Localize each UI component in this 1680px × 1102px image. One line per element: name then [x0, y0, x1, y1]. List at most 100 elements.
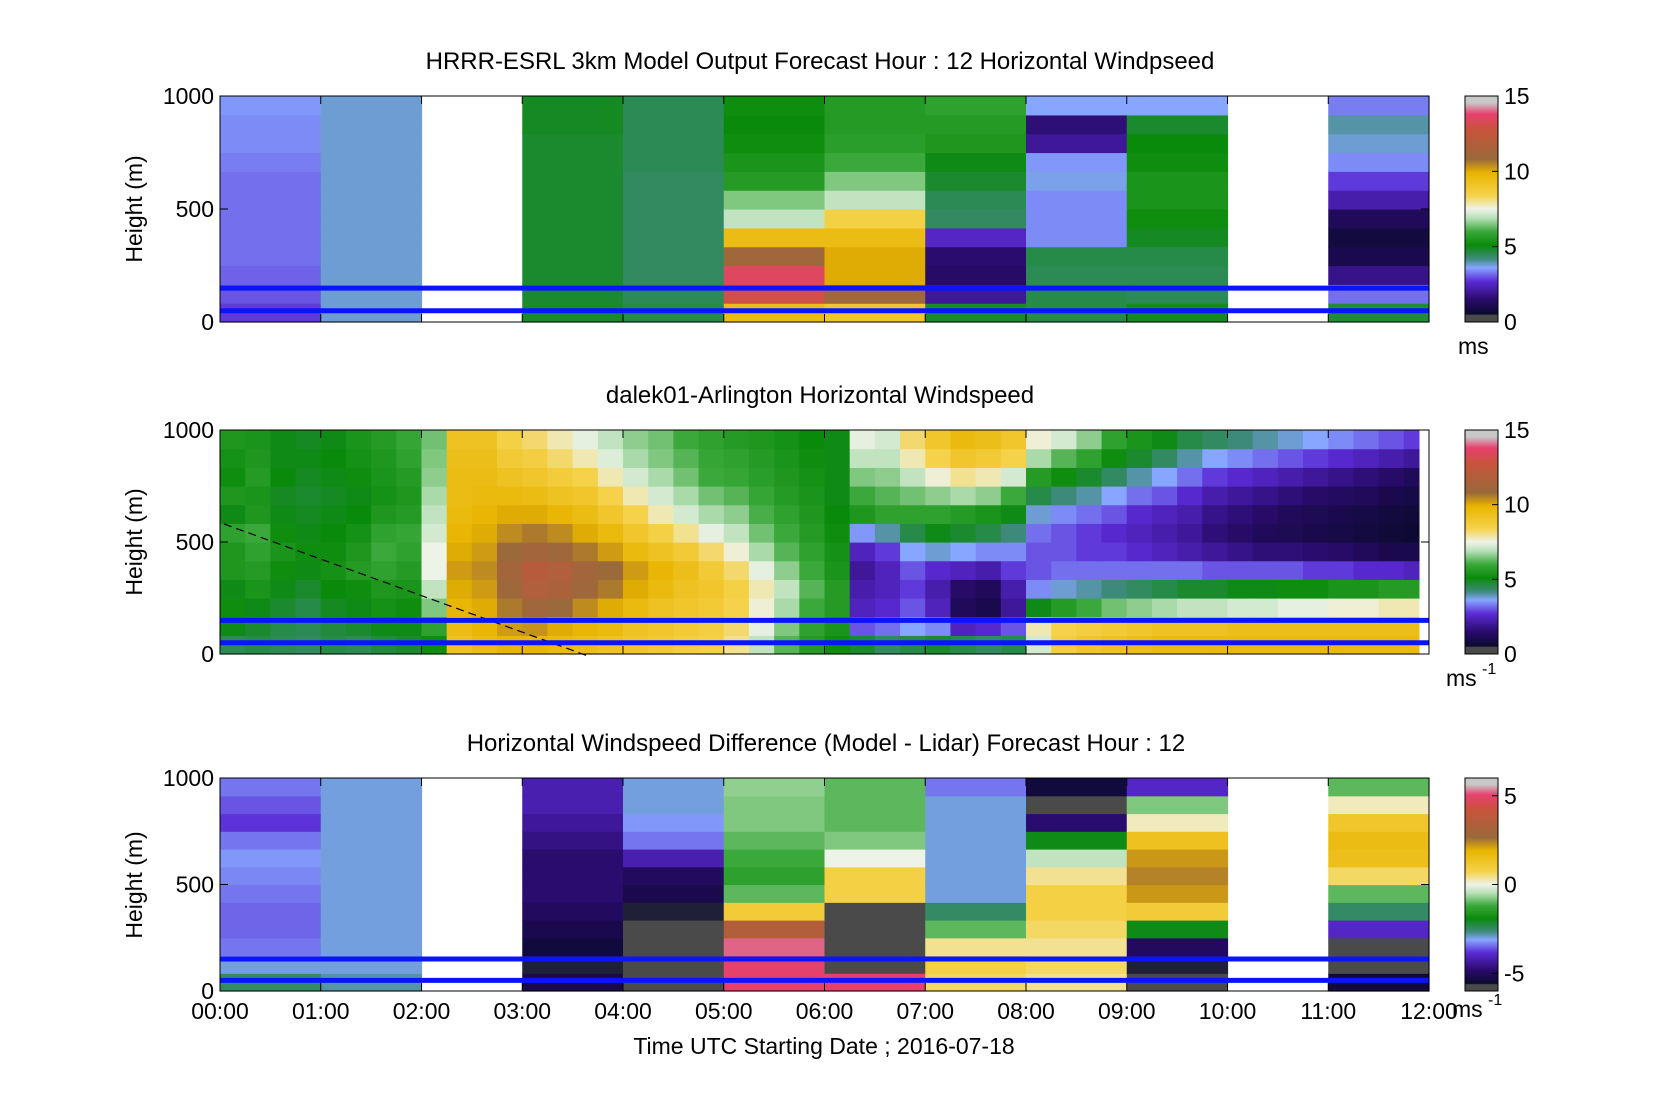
heatmap-cell	[1277, 560, 1304, 580]
heatmap-cell	[220, 778, 322, 797]
heatmap-cell	[245, 430, 271, 450]
heatmap-cell	[320, 849, 423, 868]
heatmap-cell	[396, 486, 423, 506]
heatmap-cell	[1026, 866, 1128, 886]
heatmap-cell	[1227, 430, 1254, 450]
heatmap-cell	[799, 467, 826, 487]
x-tick-label: 09:00	[1098, 998, 1156, 1024]
heatmap-cell	[1101, 542, 1128, 562]
heatmap-cell	[320, 96, 423, 116]
heatmap-cell	[673, 523, 700, 543]
heatmap-cell	[1151, 430, 1178, 450]
heatmap-cell	[1000, 598, 1027, 618]
heatmap-cell	[925, 866, 1027, 886]
heatmap-cell	[345, 504, 372, 524]
heatmap-cell	[320, 114, 423, 135]
heatmap-cell	[874, 448, 901, 468]
heatmap-cell	[471, 504, 498, 524]
heatmap-cell	[824, 96, 926, 116]
heatmap-cell	[623, 448, 649, 468]
heatmap-cell	[1328, 246, 1430, 267]
heatmap-cell	[950, 504, 977, 524]
heatmap-cell	[572, 542, 599, 562]
heatmap-cell	[1328, 448, 1355, 468]
heatmap-cell	[748, 486, 775, 506]
heatmap-cell	[673, 504, 700, 524]
heatmap-cell	[1051, 448, 1077, 468]
heatmap-cell	[824, 448, 851, 468]
heatmap-cell	[320, 884, 423, 903]
heatmap-cell	[522, 937, 624, 957]
heatmap-cell	[648, 430, 674, 450]
heatmap-cell	[497, 579, 523, 599]
heatmap-cell	[320, 133, 423, 154]
heatmap-cell	[572, 504, 599, 524]
heatmap-cell	[270, 542, 297, 562]
heatmap-cell	[522, 523, 549, 543]
heatmap-cell	[1328, 560, 1355, 580]
heatmap-cell	[824, 171, 926, 191]
heatmap-cell	[522, 542, 549, 562]
heatmap-cell	[1076, 486, 1103, 506]
heatmap-cell	[975, 579, 1002, 599]
heatmap-cell	[623, 504, 649, 524]
heatmap-cell	[345, 467, 372, 487]
heatmap-cell	[1328, 795, 1430, 815]
heatmap-cell	[522, 190, 624, 210]
heatmap-cell	[1000, 486, 1027, 506]
heatmap-cell	[623, 246, 725, 267]
heatmap-cell	[648, 486, 674, 506]
heatmap-cell	[799, 542, 826, 562]
heatmap-cell	[1126, 504, 1153, 524]
heatmap-cell	[1252, 523, 1279, 543]
y-ticks: 0 500 1000	[163, 417, 1429, 667]
heatmap-cell	[547, 448, 574, 468]
heatmap-cell	[1378, 448, 1405, 468]
heatmap-cell	[1177, 542, 1203, 562]
heatmap-cell	[925, 902, 1027, 921]
heatmap-cell	[1000, 542, 1027, 562]
heatmap-cell	[623, 523, 649, 543]
heatmap-cell	[522, 227, 624, 248]
heatmap-cell	[320, 246, 423, 267]
heatmap-cell	[1026, 152, 1128, 172]
reference-lines	[220, 617, 1429, 646]
heatmap-cell	[522, 209, 624, 229]
heatmap-cell	[1151, 486, 1178, 506]
heatmap-cell	[220, 866, 322, 886]
heatmap-cell	[1328, 542, 1355, 562]
heatmap-cell	[421, 598, 448, 618]
heatmap-cell	[900, 504, 926, 524]
heatmap-cell	[824, 778, 926, 797]
heatmap-cell	[1378, 504, 1405, 524]
heatmap-cell	[1126, 795, 1229, 815]
heatmap-cell	[623, 778, 725, 797]
heatmap-cell	[623, 114, 725, 135]
heatmap-cell	[396, 579, 423, 599]
heatmap-cell	[648, 467, 674, 487]
heatmap-cell	[1252, 504, 1279, 524]
heatmap-cell	[1277, 467, 1304, 487]
heatmap-cell	[1026, 96, 1128, 116]
heatmap-cell	[1277, 523, 1304, 543]
heatmap-cell	[522, 171, 624, 191]
heatmap-cell	[1252, 448, 1279, 468]
heatmap-cell	[623, 209, 725, 229]
colorbar-tick-label: 15	[1504, 417, 1530, 443]
heatmap-cell	[1303, 560, 1329, 580]
heatmap-cell	[748, 560, 775, 580]
heatmap-cell	[245, 560, 271, 580]
heatmap-cell	[597, 560, 624, 580]
heatmap-cell	[270, 430, 297, 450]
heatmap-cell	[1252, 542, 1279, 562]
x-tick-label: 02:00	[393, 998, 451, 1024]
heatmap-cell	[975, 542, 1002, 562]
heatmap-cell	[471, 542, 498, 562]
heatmap-cell	[220, 542, 246, 562]
heatmap-cell	[824, 504, 851, 524]
heatmap-cell	[1353, 579, 1380, 599]
heatmap-cell	[1126, 884, 1229, 903]
heatmap-cell	[1227, 486, 1254, 506]
heatmap-cell	[698, 598, 725, 618]
heatmap-cell	[1277, 430, 1304, 450]
